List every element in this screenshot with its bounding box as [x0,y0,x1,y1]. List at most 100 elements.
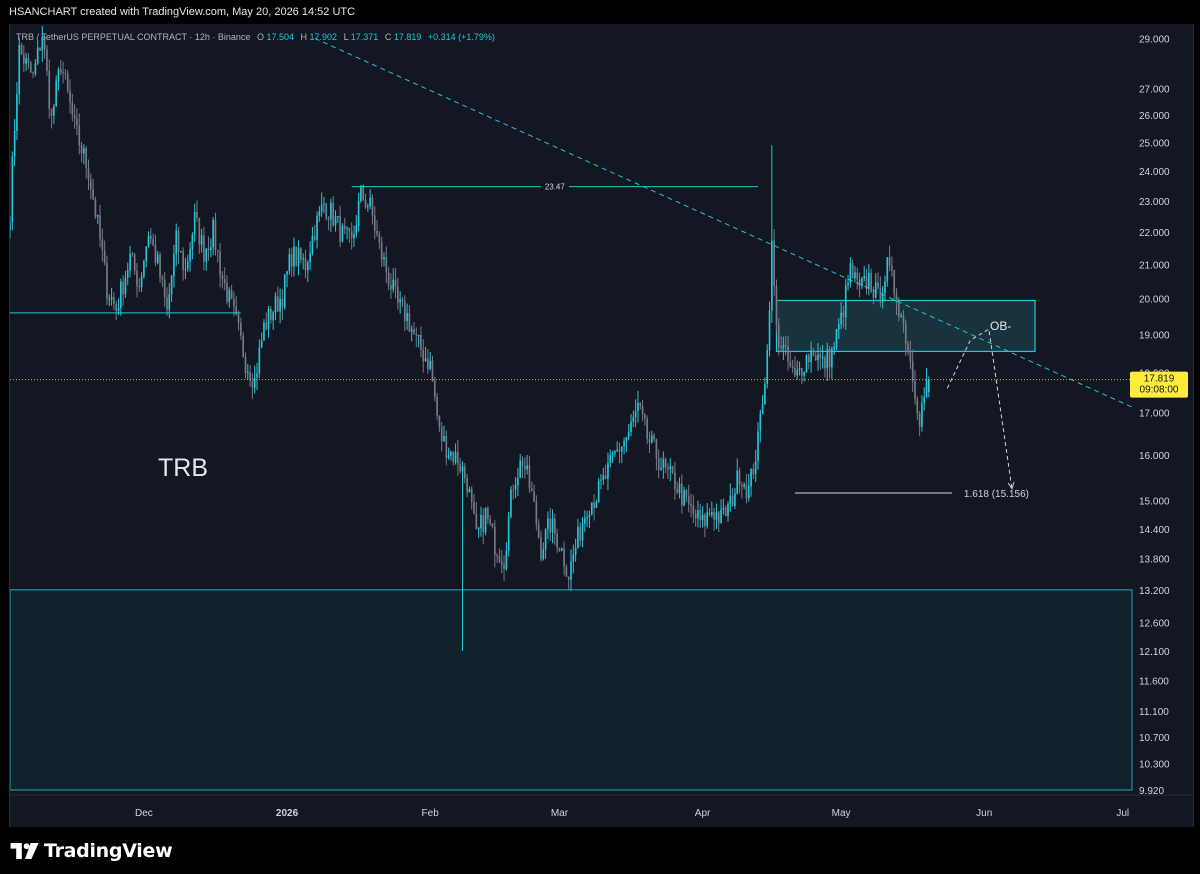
candle-body [715,512,718,520]
legend-low-value: 17.371 [351,32,379,42]
candle-body [634,411,637,417]
candle-body [637,402,639,412]
candle-body [683,490,685,506]
candle-body [759,413,762,432]
candle-body [89,179,92,190]
descending-trendline[interactable] [314,37,1133,408]
price-axis-label: 14.400 [1139,525,1170,536]
candle-body [565,566,568,577]
candle-body [676,489,679,493]
candle-body [579,526,582,541]
time-axis[interactable]: Dec 2026 Feb Mar Apr May Jun Jul [10,794,1193,819]
symbol-legend[interactable]: TRB / TetherUS PERPETUAL CONTRACT · 12h … [16,32,495,42]
candle-body [777,324,780,347]
candle-body [858,279,861,287]
candle-body [466,477,468,493]
candle-body [664,458,667,468]
price-chart[interactable]: 23.47 OB- 1.618 (15.156) TRB TRB / Tethe… [10,24,1193,827]
ob-label[interactable]: OB- [990,319,1011,333]
candle-body [180,251,182,253]
candle-body [53,106,55,116]
candle-body [80,145,83,154]
candle-body [667,467,669,470]
candle-body [272,312,275,321]
candle-body [807,355,810,362]
candle-body [468,488,471,493]
candle-body [554,518,556,534]
candle-body [680,483,683,506]
candle-body [750,468,752,487]
candle-body [373,215,376,231]
candle-body [83,148,85,154]
price-axis-label: 15.000 [1139,496,1170,507]
demand-zone[interactable] [10,589,1133,791]
candle-body [713,512,715,520]
candle-body [570,561,572,580]
price-tag[interactable]: 17.819 09:08:00 [1130,371,1188,398]
zones-layer [10,299,1133,791]
price-axis-label: 12.600 [1139,618,1170,629]
candle-body [293,246,295,267]
candle-body [630,421,632,432]
candle-body [623,440,625,447]
candle-body [367,206,369,208]
candle-body [237,314,240,323]
fib-label[interactable]: 1.618 (15.156) [964,489,1029,500]
candle-body [607,463,609,479]
candle-body [888,257,891,266]
price-axis-label: 13.800 [1139,555,1170,566]
candle-body [459,464,462,472]
candle-body [145,246,148,262]
candle-body [757,431,759,462]
candle-body [618,449,621,452]
candles-layer [10,26,930,651]
candle-body [556,533,558,549]
candle-body [904,323,907,344]
candle-body [339,216,341,242]
candle-body [914,381,916,400]
candle-body [64,73,67,75]
candle-body [263,322,265,341]
candle-body [69,90,71,103]
candle-body [387,272,390,286]
price-axis-label: 12.100 [1139,647,1170,658]
candle-body [907,343,909,353]
resistance-label[interactable]: 23.47 [545,183,566,192]
candle-body [567,576,570,580]
candle-body [620,446,623,452]
candle-body [353,233,355,239]
price-axis[interactable]: 29.000 27.000 26.000 25.000 24.000 23.000 22.0… [1139,34,1170,797]
candle-body [383,257,385,260]
candle-body [551,518,554,533]
candle-body [581,523,584,541]
candle-body [161,277,164,280]
candle-body [870,272,872,292]
time-axis-label: Jun [976,808,992,819]
chart-area[interactable]: 23.47 OB- 1.618 (15.156) TRB TRB / Tethe… [9,24,1194,827]
candle-body [253,377,256,388]
projection-path[interactable] [946,328,1013,489]
price-axis-label: 21.000 [1139,261,1170,272]
candle-body [701,514,704,521]
legend-high-label: H [301,32,308,42]
candle-body [918,413,921,427]
candle-body [521,460,524,466]
candle-body [408,312,411,332]
tradingview-logo[interactable]: TradingView [10,839,173,863]
candle-body [780,346,782,349]
candle-body [542,549,545,560]
candle-body [861,278,863,287]
candle-body [410,329,413,332]
candle-body [727,504,729,517]
candle-body [399,299,401,303]
candle-body [133,254,136,271]
time-axis-label: Dec [135,808,153,819]
candle-body [138,286,141,288]
candle-body [173,254,175,277]
legend-change-value: +0.314 (+1.79%) [428,32,495,42]
candle-body [149,236,152,240]
candle-body [463,466,466,478]
candle-body [928,379,930,393]
candle-body [210,247,212,251]
candle-body [438,415,441,428]
